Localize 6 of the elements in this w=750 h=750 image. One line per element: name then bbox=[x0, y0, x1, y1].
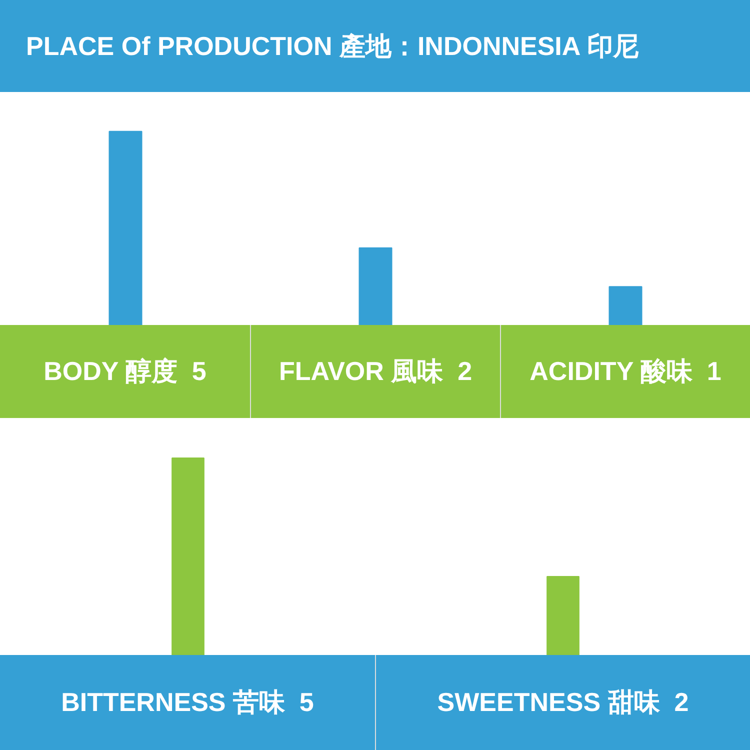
x-tick-label: BODY 醇度 5 bbox=[42, 355, 208, 388]
x-tick-label: BITTERNESS 苦味 5 bbox=[60, 686, 315, 719]
x-tick-label: ACIDITY 酸味 1 bbox=[500, 325, 750, 418]
chart-title: PLACE Of PRODUCTION 產地：INDONNESIA 印尼 bbox=[0, 0, 750, 92]
x-tick-label: SWEETNESS 甜味 2 bbox=[375, 655, 750, 750]
x-tick-label: FLAVOR 風味 2 bbox=[250, 325, 500, 418]
